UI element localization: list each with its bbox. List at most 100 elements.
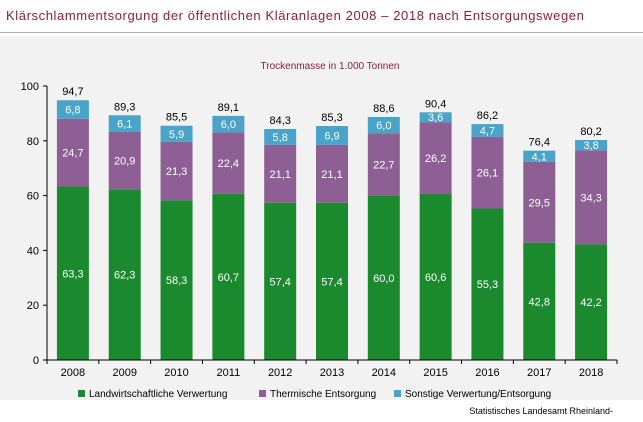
x-tick-label: 2012 — [268, 367, 292, 379]
bar-segment — [367, 195, 400, 360]
bar-segment — [264, 202, 297, 360]
x-tick-label: 2011 — [217, 367, 241, 379]
bar-value-label: 22,4 — [218, 158, 239, 170]
bar-value-label: 20,9 — [114, 156, 135, 168]
y-tick-label: 20 — [27, 300, 39, 312]
bar-value-label: 6,0 — [221, 119, 236, 131]
x-tick-label: 2009 — [112, 367, 136, 379]
bar-segment — [575, 244, 608, 360]
bar-value-label: 6,0 — [376, 120, 391, 132]
bar-total-label: 89,3 — [114, 101, 135, 113]
bar-value-label: 6,9 — [324, 130, 339, 142]
bar-total-label: 90,4 — [425, 98, 446, 110]
legend-swatch — [394, 390, 401, 397]
bar-segment — [316, 144, 348, 203]
bar-segment — [419, 112, 452, 123]
chart-title: Klärschlammentsorgung der öffentlichen K… — [6, 8, 585, 23]
legend-label: Sonstige Verwertung/Entsorgung — [405, 389, 551, 400]
bar-value-label: 21,3 — [166, 166, 187, 178]
bar-value-label: 34,3 — [580, 192, 601, 204]
bar-segment — [212, 193, 245, 360]
x-tick-label: 2015 — [423, 367, 447, 379]
bar-value-label: 55,3 — [477, 279, 498, 291]
bar-segment — [419, 193, 452, 360]
bar-value-label: 42,8 — [529, 296, 550, 308]
x-tick-label: 2008 — [61, 367, 85, 379]
bar-value-label: 24,7 — [62, 148, 83, 160]
bar-segment — [56, 186, 89, 360]
bar-total-label: 89,1 — [218, 102, 239, 114]
bar-segment — [108, 132, 141, 190]
bar-segment — [264, 144, 297, 203]
bar-value-label: 62,3 — [114, 270, 135, 282]
bar-total-label: 85,5 — [166, 112, 187, 124]
bar-segment — [523, 242, 556, 360]
bar-segment — [108, 189, 141, 360]
bar-total-label: 86,2 — [477, 110, 498, 122]
bar-segment — [160, 125, 193, 142]
bar-value-label: 4,1 — [532, 151, 547, 163]
bar-segment — [264, 129, 297, 145]
bar-segment — [471, 124, 504, 137]
bar-value-label: 26,2 — [425, 153, 446, 165]
bar-segment — [316, 202, 348, 360]
bar-value-label: 60,0 — [373, 273, 394, 285]
bar-value-label: 58,3 — [166, 275, 187, 287]
chart-subtitle: Trockenmasse in 1.000 Tonnen — [261, 61, 400, 72]
bar-segment — [56, 100, 89, 119]
bar-segment — [367, 133, 400, 196]
title-divider — [0, 32, 643, 33]
bar-value-label: 42,2 — [580, 297, 601, 309]
bar-segment — [367, 116, 400, 134]
bar-segment — [523, 161, 556, 243]
bar-segment — [160, 200, 193, 360]
y-tick-label: 40 — [27, 245, 39, 257]
bar-segment — [108, 115, 141, 133]
bar-value-label: 63,3 — [62, 268, 83, 280]
bar-value-label: 4,7 — [480, 126, 495, 138]
x-tick-label: 2016 — [475, 367, 499, 379]
bar-value-label: 29,5 — [529, 197, 550, 209]
bar-value-label: 5,8 — [273, 132, 288, 144]
bar-total-label: 80,2 — [580, 126, 601, 138]
bar-value-label: 5,9 — [169, 129, 184, 141]
bar-value-label: 6,8 — [65, 105, 80, 117]
y-tick-label: 100 — [21, 81, 39, 93]
legend-swatch — [259, 390, 266, 397]
bar-segment — [575, 150, 608, 245]
bar-value-label: 6,1 — [117, 119, 132, 131]
x-tick-label: 2018 — [579, 367, 603, 379]
bar-segment — [471, 208, 504, 360]
bar-segment — [316, 126, 348, 145]
y-axis: 0 20 40 60 80 100 — [21, 81, 48, 367]
bar-value-label: 60,7 — [218, 272, 239, 284]
bar-value-label: 3,8 — [583, 140, 598, 152]
source-note: Statistisches Landesamt Rheinland- — [469, 406, 613, 416]
x-tick-label: 2017 — [527, 367, 551, 379]
legend-label: Landwirtschaftliche Verwertung — [89, 389, 227, 400]
legend-label: Thermische Entsorgung — [270, 389, 376, 400]
bar-segment — [575, 139, 608, 151]
x-axis: 2008 2009 2010 2011 2012 2013 2014 2015 2016 2017… — [46, 359, 618, 379]
bar-value-label: 21,1 — [269, 169, 290, 181]
bars: 63,3 24,7 6,8 94,7 62,3 20,9 6,1 89,3 58,3 21,3 5,… — [56, 86, 608, 360]
x-tick-label: 2010 — [164, 367, 188, 379]
bar-segment — [56, 118, 89, 187]
bar-value-label: 21,1 — [321, 169, 342, 181]
x-tick-label: 2013 — [320, 367, 344, 379]
bar-total-label: 88,6 — [373, 103, 394, 115]
bar-segment — [160, 141, 193, 201]
bar-value-label: 60,6 — [425, 272, 446, 284]
bar-total-label: 76,4 — [529, 137, 550, 149]
legend-swatch — [78, 390, 85, 397]
legend: Landwirtschaftliche Verwertung Thermische… — [78, 389, 551, 400]
bar-segment — [212, 115, 245, 133]
bar-segment — [471, 136, 504, 209]
bar-total-label: 94,7 — [62, 86, 83, 98]
bar-total-label: 84,3 — [269, 115, 290, 127]
bar-total-label: 85,3 — [321, 112, 342, 124]
bar-value-label: 22,7 — [373, 160, 394, 172]
bar-value-label: 3,6 — [428, 112, 443, 124]
bar-value-label: 57,4 — [321, 276, 342, 288]
